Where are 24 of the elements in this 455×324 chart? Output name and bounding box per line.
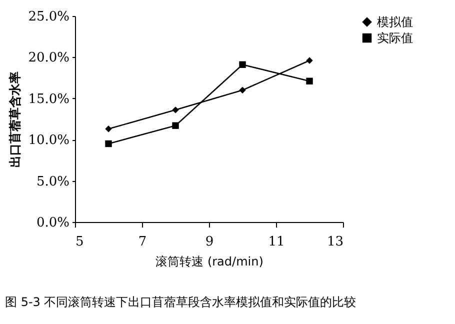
legend-label: 实际值 [377, 31, 413, 45]
y-tick-label: 20.0% [28, 50, 70, 66]
y-tick-label: 10.0% [28, 133, 70, 148]
x-tick-label: 7 [138, 234, 147, 250]
x-tick-label: 5 [76, 234, 84, 250]
x-tick-label: 9 [205, 234, 214, 250]
point [239, 86, 246, 94]
y-tick-label: 15.0% [28, 92, 70, 107]
point [306, 78, 313, 84]
point [105, 140, 112, 148]
point [172, 106, 179, 114]
x-tick-label: 13 [326, 234, 344, 250]
y-axis-title: 出口苜蓿草含水率 [8, 72, 22, 168]
x-axis-title: 滚筒转速 (rad/min) [156, 254, 264, 268]
point [105, 126, 112, 132]
x-tick-label: 11 [268, 234, 285, 250]
point [172, 122, 179, 129]
point [239, 61, 246, 68]
y-tick-label: 5.0% [36, 174, 70, 190]
y-tick-label: 25.0% [28, 10, 70, 24]
legend-label: 模拟值 [377, 15, 413, 29]
y-tick-label: 0.0% [36, 216, 70, 230]
caption: 图 5-3 不同滚筒转速下出口苜蓿草段含水率模拟值和实际值的比较 [5, 295, 356, 309]
point [306, 57, 313, 64]
